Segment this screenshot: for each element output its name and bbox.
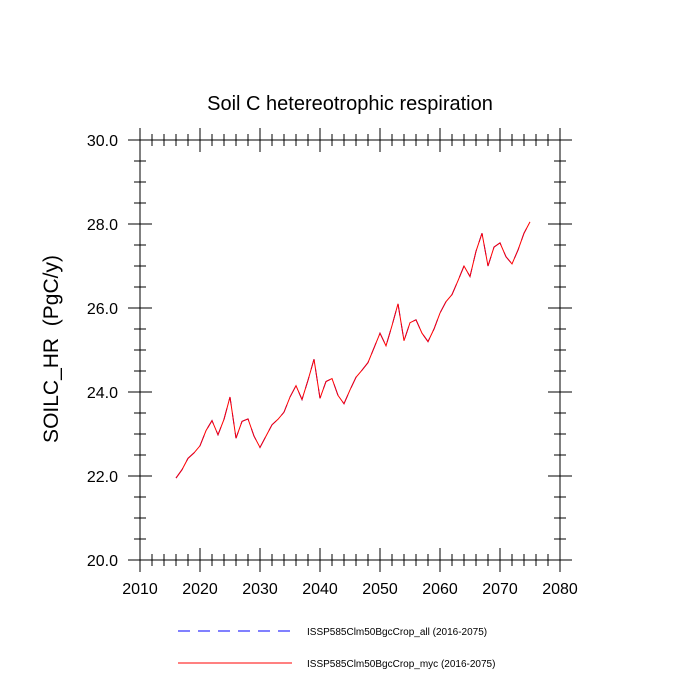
legend-label-all: ISSP585Clm50BgcCrop_all (2016-2075) [307, 627, 487, 638]
x-tick-labels: 2010 2020 2030 2040 2050 2060 2070 2080 [122, 581, 578, 598]
plot-frame [139, 139, 561, 561]
y-axis-label: SOILC_HR (PgC/y) [40, 255, 63, 443]
y-tick-label: 22.0 [87, 469, 118, 486]
y-tick-label: 30.0 [87, 133, 118, 150]
y-tick-label: 28.0 [87, 217, 118, 234]
x-tick-label: 2020 [182, 581, 218, 598]
series-line-all [175, 221, 531, 479]
x-tick-label: 2070 [482, 581, 518, 598]
major-ticks [128, 128, 572, 572]
legend-label-myc: ISSP585Clm50BgcCrop_myc (2016-2075) [307, 659, 495, 670]
legend: ISSP585Clm50BgcCrop_all (2016-2075) ISSP5… [178, 627, 495, 670]
minor-ticks [134, 134, 566, 566]
x-tick-label: 2080 [542, 581, 578, 598]
x-tick-label: 2050 [362, 581, 398, 598]
y-tick-labels: 20.0 22.0 24.0 26.0 28.0 30.0 [87, 133, 118, 570]
series-lines [175, 221, 531, 479]
y-tick-label: 24.0 [87, 385, 118, 402]
y-tick-label: 26.0 [87, 301, 118, 318]
y-tick-label: 20.0 [87, 553, 118, 570]
x-tick-label: 2040 [302, 581, 338, 598]
x-tick-label: 2030 [242, 581, 278, 598]
x-tick-label: 2010 [122, 581, 158, 598]
series-line-myc [175, 221, 531, 479]
x-tick-label: 2060 [422, 581, 458, 598]
chart-title: Soil C hetereotrophic respiration [207, 93, 493, 115]
